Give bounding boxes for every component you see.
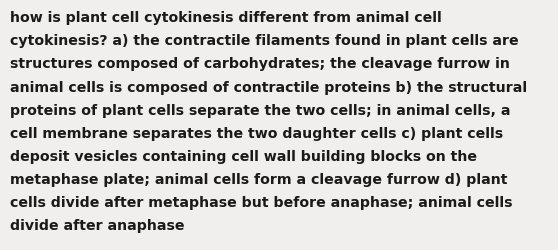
Text: deposit vesicles containing cell wall building blocks on the: deposit vesicles containing cell wall bu… <box>10 149 477 163</box>
Text: proteins of plant cells separate the two cells; in animal cells, a: proteins of plant cells separate the two… <box>10 103 511 117</box>
Text: how is plant cell cytokinesis different from animal cell: how is plant cell cytokinesis different … <box>10 11 442 25</box>
Text: metaphase plate; animal cells form a cleavage furrow d) plant: metaphase plate; animal cells form a cle… <box>10 172 508 186</box>
Text: divide after anaphase: divide after anaphase <box>10 218 185 232</box>
Text: cytokinesis? a) the contractile filaments found in plant cells are: cytokinesis? a) the contractile filament… <box>10 34 519 48</box>
Text: animal cells is composed of contractile proteins b) the structural: animal cells is composed of contractile … <box>10 80 527 94</box>
Text: structures composed of carbohydrates; the cleavage furrow in: structures composed of carbohydrates; th… <box>10 57 510 71</box>
Text: cell membrane separates the two daughter cells c) plant cells: cell membrane separates the two daughter… <box>10 126 503 140</box>
Text: cells divide after metaphase but before anaphase; animal cells: cells divide after metaphase but before … <box>10 195 513 209</box>
